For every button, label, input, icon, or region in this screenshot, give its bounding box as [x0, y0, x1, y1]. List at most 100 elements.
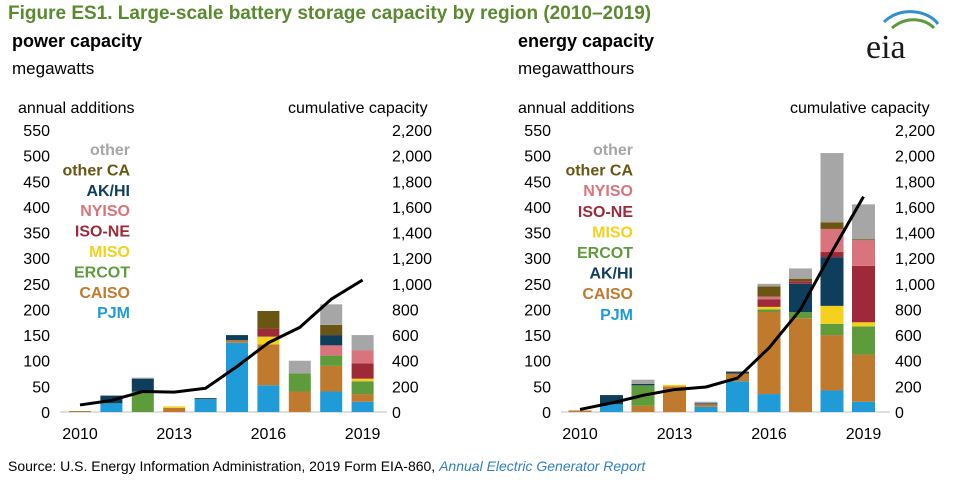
- legend-entry: AK/HI: [589, 266, 633, 283]
- chart-title: power capacity: [12, 31, 142, 51]
- y-tick-right: 1,800: [392, 174, 432, 191]
- bar-segment: [131, 391, 154, 412]
- bar-segment: [226, 342, 248, 412]
- bar-segment: [789, 318, 812, 412]
- bar-segment: [726, 372, 749, 374]
- y-tick-right: 1,400: [895, 226, 935, 243]
- y-tick-right: 200: [392, 379, 419, 396]
- source-note: Source: U.S. Energy Information Administ…: [8, 458, 645, 474]
- legend-entry: other CA: [565, 163, 633, 180]
- bar-segment: [600, 395, 623, 405]
- y-tick-right: 800: [392, 302, 419, 319]
- bar-segment: [757, 394, 781, 412]
- y-tick-left: 550: [524, 123, 551, 140]
- y-tick-left: 0: [41, 405, 50, 422]
- source-text: Source: U.S. Energy Information Administ…: [8, 458, 440, 474]
- bar-segment: [631, 405, 655, 412]
- y-tick-right: 1,400: [392, 226, 432, 243]
- bar-segment: [852, 322, 875, 327]
- y-tick-left: 350: [524, 226, 551, 243]
- bar-segment: [789, 283, 812, 313]
- chart-subtitle: megawatthours: [518, 59, 634, 78]
- left-axis-label: annual additions: [518, 100, 635, 117]
- bar-segment: [757, 296, 781, 300]
- legend-entry: ERCOT: [74, 264, 130, 281]
- eia-logo: eia: [866, 10, 940, 64]
- bar-segment: [726, 381, 749, 412]
- x-tick-label: 2016: [251, 426, 287, 443]
- bar-segment: [351, 335, 374, 351]
- bar-segment: [226, 335, 248, 341]
- y-tick-left: 550: [23, 123, 50, 140]
- bar-segment: [288, 360, 311, 374]
- bar-segment: [726, 370, 749, 373]
- y-tick-left: 300: [23, 251, 50, 268]
- bar-segment: [320, 345, 343, 356]
- bar-segment: [288, 373, 311, 392]
- x-tick-label: 2019: [345, 426, 381, 443]
- y-tick-right: 1,000: [895, 277, 935, 294]
- y-tick-right: 0: [895, 405, 904, 422]
- y-tick-right: 0: [392, 405, 401, 422]
- y-tick-left: 450: [524, 174, 551, 191]
- bar-segment: [351, 363, 374, 379]
- y-tick-right: 1,600: [392, 200, 432, 217]
- bar-segment: [852, 354, 875, 402]
- y-tick-left: 500: [23, 149, 50, 166]
- legend-entry: MISO: [89, 244, 130, 261]
- legend-entry: other: [90, 142, 130, 159]
- bar-segment: [757, 299, 781, 307]
- y-tick-left: 400: [23, 200, 50, 217]
- bar-segment: [852, 204, 875, 240]
- legend-entry: PJM: [600, 307, 633, 324]
- bar-segment: [757, 283, 781, 287]
- x-tick-label: 2019: [846, 426, 882, 443]
- legend-entry: AK/HI: [86, 183, 130, 200]
- bar-segment: [852, 239, 875, 241]
- bar-segment: [789, 281, 812, 284]
- logo-arc-green: [891, 18, 936, 30]
- bar-segment: [568, 410, 592, 412]
- legend-entry: CAISO: [79, 285, 130, 302]
- cumulative-line: [579, 195, 865, 411]
- bar-segment: [226, 340, 248, 343]
- source-link[interactable]: Annual Electric Generator Report: [439, 458, 646, 474]
- y-tick-left: 250: [23, 277, 50, 294]
- y-tick-right: 600: [392, 328, 419, 345]
- bar-segment: [69, 410, 91, 412]
- legend-entry: MISO: [592, 224, 633, 241]
- bar-segment: [194, 399, 217, 412]
- y-tick-right: 1,800: [895, 174, 935, 191]
- y-tick-left: 50: [32, 379, 50, 396]
- bar-segment: [351, 378, 374, 382]
- bar-segment: [694, 406, 718, 412]
- x-tick-label: 2013: [156, 426, 192, 443]
- y-tick-left: 500: [524, 149, 551, 166]
- left-axis-label: annual additions: [18, 100, 135, 117]
- y-tick-left: 250: [524, 277, 551, 294]
- bar-segment: [757, 286, 781, 297]
- legend-entry: CAISO: [582, 286, 633, 303]
- y-tick-left: 200: [23, 302, 50, 319]
- bar-segment: [351, 401, 374, 412]
- y-tick-right: 400: [392, 354, 419, 371]
- bar-segment: [194, 398, 217, 400]
- bar-segment: [257, 385, 280, 412]
- bar-segment: [757, 306, 781, 310]
- bar-segment: [351, 394, 374, 402]
- y-tick-right: 1,600: [895, 200, 935, 217]
- bar-segment: [820, 228, 844, 253]
- y-tick-right: 2,200: [392, 123, 432, 140]
- y-tick-left: 400: [524, 200, 551, 217]
- legend-entry: other: [593, 142, 633, 159]
- x-tick-label: 2013: [657, 426, 693, 443]
- y-tick-right: 200: [895, 379, 922, 396]
- bar-segment: [257, 310, 280, 329]
- y-tick-right: 800: [895, 302, 922, 319]
- bar-segment: [789, 268, 812, 279]
- y-tick-left: 150: [524, 328, 551, 345]
- bar-segment: [257, 336, 280, 345]
- legend-entry: PJM: [97, 305, 130, 322]
- bar-segment: [852, 240, 875, 266]
